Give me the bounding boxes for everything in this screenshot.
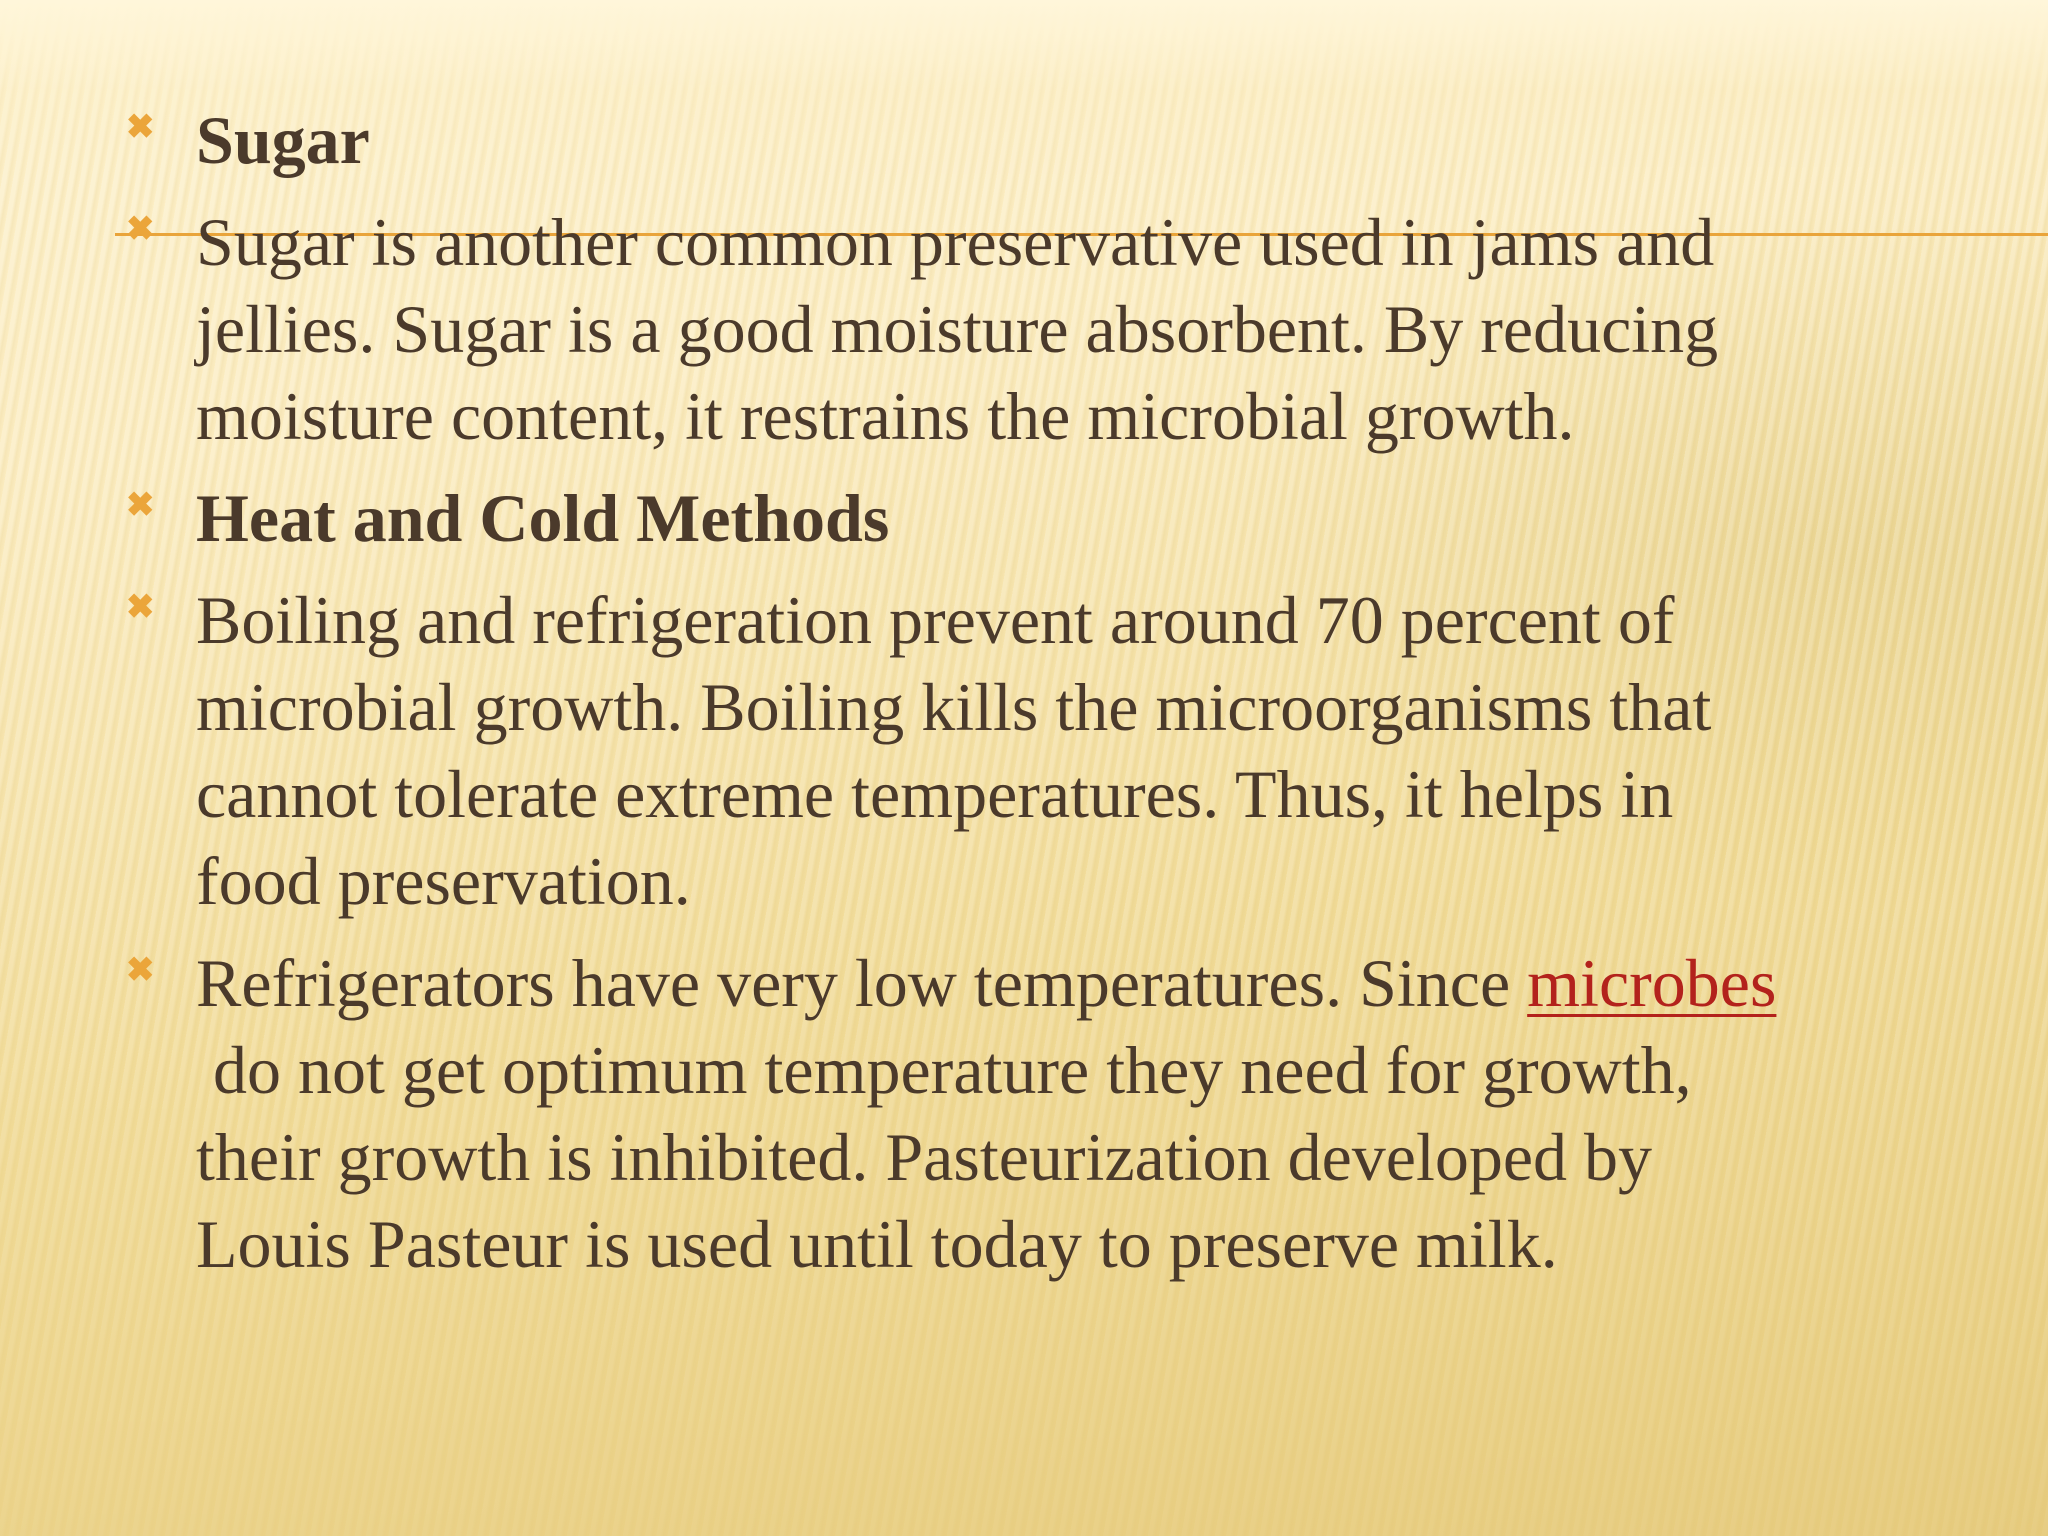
text-line: microbial growth. Boiling kills the micr… — [196, 669, 1712, 745]
bullet-sugar-heading: ✖ Sugar — [126, 97, 1996, 184]
text-line: jellies. Sugar is a good moisture absorb… — [196, 291, 1719, 367]
text-line: Louis Pasteur is used until today to pre… — [196, 1206, 1558, 1282]
x-mark-icon: ✖ — [126, 109, 155, 146]
x-mark-icon: ✖ — [126, 952, 155, 989]
x-mark-icon: ✖ — [126, 589, 155, 626]
text-line: their growth is inhibited. Pasteurizatio… — [196, 1119, 1653, 1195]
text-line: Boiling and refrigeration prevent around… — [196, 582, 1675, 658]
text-line: cannot tolerate extreme temperatures. Th… — [196, 756, 1674, 832]
microbes-link[interactable]: microbes — [1527, 945, 1777, 1021]
text-line: Heat and Cold Methods — [196, 480, 890, 556]
bullet-heat-cold-heading: ✖ Heat and Cold Methods — [126, 475, 1996, 562]
text-line: food preservation. — [196, 843, 691, 919]
text-line: Refrigerators have very low temperatures… — [196, 940, 1996, 1027]
x-mark-icon: ✖ — [126, 211, 155, 248]
text-line: moisture content, it restrains the micro… — [196, 378, 1575, 454]
slide-body: ✖ Sugar ✖ Sugar is another common preser… — [126, 97, 1996, 1288]
bullet-refrigeration-text: ✖ Refrigerators have very low temperatur… — [126, 940, 1996, 1288]
x-mark-icon: ✖ — [126, 487, 155, 524]
bullet-sugar-text: ✖ Sugar is another common preservative u… — [126, 199, 1996, 460]
title-rule — [115, 233, 2048, 236]
text-line: do not get optimum temperature they need… — [196, 1032, 1692, 1108]
background-glow — [0, 0, 2048, 90]
bullet-boiling-text: ✖ Boiling and refrigeration prevent arou… — [126, 577, 1996, 925]
text-line: Sugar — [196, 102, 370, 178]
text-line: Sugar is another common preservative use… — [196, 204, 1715, 280]
text-segment: Refrigerators have very low temperatures… — [196, 945, 1528, 1021]
